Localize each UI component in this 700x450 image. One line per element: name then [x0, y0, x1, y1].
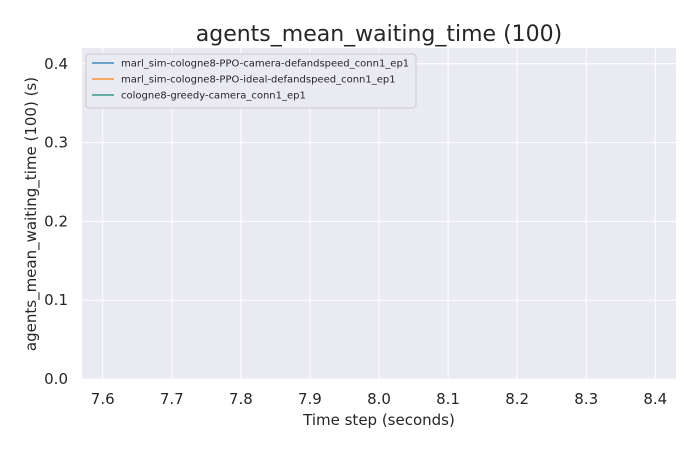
legend-frame	[85, 53, 417, 109]
x-tick-label: 8.4	[643, 390, 667, 408]
legend-label: marl_sim-cologne8-PPO-camera-defandspeed…	[121, 59, 409, 70]
y-tick-label: 0.4	[44, 55, 68, 73]
legend-label: cologne8-greedy-camera_conn1_ep1	[121, 91, 306, 102]
y-tick-labels: 0.0 0.1 0.2 0.3 0.4	[44, 55, 68, 388]
chart-title: agents_mean_waiting_time (100)	[196, 22, 563, 47]
y-tick-label: 0.1	[44, 291, 68, 309]
y-tick-label: 0.2	[44, 212, 68, 230]
y-tick-label: 0.0	[44, 370, 68, 388]
x-tick-label: 8.2	[505, 390, 529, 408]
legend: marl_sim-cologne8-PPO-camera-defandspeed…	[85, 53, 417, 109]
x-tick-label: 7.9	[298, 390, 322, 408]
x-tick-label: 8.3	[574, 390, 598, 408]
x-tick-label: 7.6	[91, 390, 115, 408]
x-tick-labels: 7.6 7.7 7.8 7.9 8.0 8.1 8.2 8.3 8.4	[91, 390, 667, 408]
legend-label: marl_sim-cologne8-PPO-ideal-defandspeed_…	[121, 75, 396, 86]
x-tick-label: 8.0	[367, 390, 391, 408]
y-tick-label: 0.3	[44, 134, 68, 152]
x-tick-label: 7.7	[160, 390, 184, 408]
x-tick-label: 7.8	[229, 390, 253, 408]
x-axis-label: Time step (seconds)	[302, 411, 455, 429]
y-axis-label: agents_mean_waiting_time (100) (s)	[22, 77, 41, 351]
x-tick-label: 8.1	[436, 390, 460, 408]
